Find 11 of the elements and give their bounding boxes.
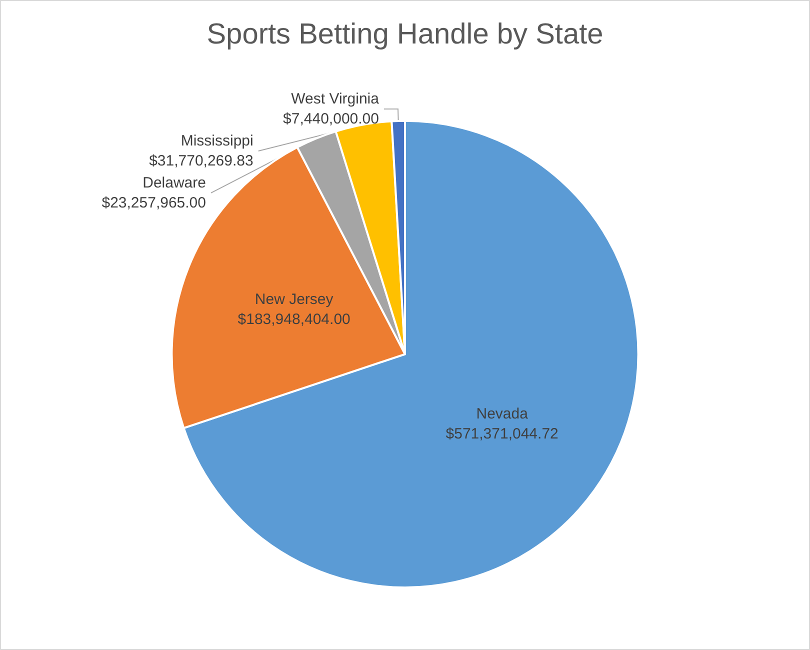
chart-title: Sports Betting Handle by State <box>206 18 604 50</box>
slice-label: Nevada <box>476 406 529 423</box>
slice-label: Mississippi <box>180 132 254 150</box>
data-label: $31,770,269.83 <box>149 152 254 170</box>
data-label: $23,257,965.00 <box>102 194 206 212</box>
data-label: $7,440,000.00 <box>283 110 379 128</box>
slice-label: West Virginia <box>291 90 380 108</box>
data-label: $571,371,044.72 <box>446 426 558 443</box>
data-label: $183,948,404.00 <box>238 310 350 328</box>
slice-label: New Jersey <box>254 290 334 308</box>
slice-label: Delaware <box>142 174 206 192</box>
